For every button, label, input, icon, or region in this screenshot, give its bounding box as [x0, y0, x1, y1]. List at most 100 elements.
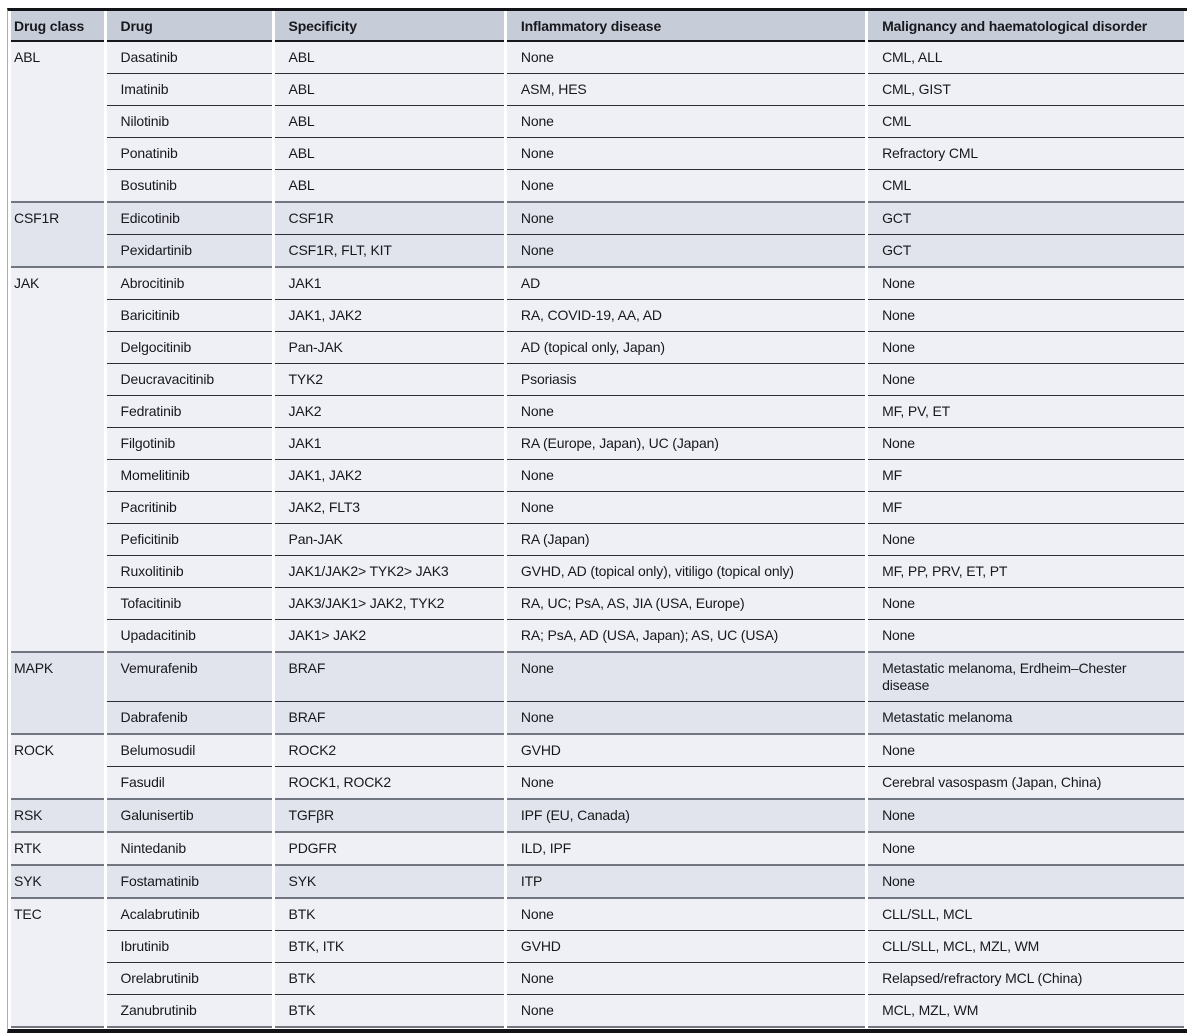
- table-row: Dabrafenib BRAF None Metastatic melanoma: [11, 702, 1184, 735]
- cell-drug: Pacritinib: [106, 492, 272, 524]
- cell-drug: Tofacitinib: [106, 588, 272, 620]
- table-row: JAK Abrocitinib JAK1 AD None: [11, 268, 1184, 653]
- cell-inflammatory-disease: None: [506, 767, 866, 800]
- cell-specificity: BRAF: [274, 702, 504, 735]
- cell-drug: Galunisertib: [106, 800, 272, 833]
- cell-inflammatory-disease: Psoriasis: [506, 364, 866, 396]
- cell-drug: Imatinib: [106, 74, 272, 106]
- table-row: Fasudil ROCK1, ROCK2 None Cerebral vasospas…: [11, 767, 1184, 800]
- table-row: Momelitinib JAK1, JAK2 None MF: [11, 460, 1184, 492]
- cell-malignancy: None: [868, 332, 1184, 364]
- cell-drug: Peficitinib: [106, 524, 272, 556]
- drug-table: Drug class Drug Specificity Inflammatory di…: [8, 11, 1187, 1028]
- cell-specificity: BTK: [274, 995, 504, 1028]
- cell-inflammatory-disease: GVHD: [506, 931, 866, 963]
- cell-inflammatory-disease: None: [506, 138, 866, 170]
- cell-specificity: BTK: [274, 899, 504, 931]
- cell-malignancy: GCT: [868, 235, 1184, 268]
- cell-malignancy: CML: [868, 106, 1184, 138]
- cell-drug: Ruxolitinib: [106, 556, 272, 588]
- column-header-specificity: Specificity: [274, 11, 504, 42]
- cell-inflammatory-disease: None: [506, 702, 866, 735]
- cell-drug: Ponatinib: [106, 138, 272, 170]
- cell-inflammatory-disease: RA (Japan): [506, 524, 866, 556]
- cell-specificity: JAK1> JAK2: [274, 620, 504, 653]
- table-row: Ruxolitinib JAK1/JAK2> TYK2> JAK3 GVHD, AD…: [11, 556, 1184, 588]
- cell-drug: Vemurafenib: [106, 653, 272, 702]
- cell-specificity: BTK, ITK: [274, 931, 504, 963]
- table-row: ROCK Belumosudil ROCK2 GVHD None: [11, 735, 1184, 800]
- cell-malignancy: None: [868, 735, 1184, 767]
- cell-inflammatory-disease: None: [506, 963, 866, 995]
- cell-drug: Ibrutinib: [106, 931, 272, 963]
- drug-table-body: ABL Dasatinib ABL None CML, ALL Imatinib ABL AS…: [11, 42, 1184, 1028]
- header-row: Drug class Drug Specificity Inflammatory di…: [11, 11, 1184, 42]
- cell-drug-class: RTK: [11, 833, 104, 866]
- column-header-inflammatory-disease: Inflammatory disease: [506, 11, 866, 42]
- cell-specificity: ROCK2: [274, 735, 504, 767]
- table-row: Ponatinib ABL None Refractory CML: [11, 138, 1184, 170]
- cell-malignancy: MF, PV, ET: [868, 396, 1184, 428]
- cell-specificity: ABL: [274, 74, 504, 106]
- cell-inflammatory-disease: RA; PsA, AD (USA, Japan); AS, UC (USA): [506, 620, 866, 653]
- cell-specificity: JAK1, JAK2: [274, 300, 504, 332]
- column-header-drug: Drug: [106, 11, 272, 42]
- table-row: MAPK Vemurafenib BRAF None Metastatic melano…: [11, 653, 1184, 735]
- cell-drug-class: MAPK: [11, 653, 104, 735]
- cell-inflammatory-disease: RA, COVID-19, AA, AD: [506, 300, 866, 332]
- cell-inflammatory-disease: None: [506, 492, 866, 524]
- table-row: Tofacitinib JAK3/JAK1> JAK2, TYK2 RA, UC; …: [11, 588, 1184, 620]
- cell-drug-class: TEC: [11, 899, 104, 1028]
- cell-malignancy: None: [868, 428, 1184, 460]
- cell-malignancy: Relapsed/refractory MCL (China): [868, 963, 1184, 995]
- cell-drug: Delgocitinib: [106, 332, 272, 364]
- cell-drug: Dabrafenib: [106, 702, 272, 735]
- cell-drug: Pexidartinib: [106, 235, 272, 268]
- cell-drug-class: ROCK: [11, 735, 104, 800]
- cell-drug: Nilotinib: [106, 106, 272, 138]
- cell-specificity: JAK2, FLT3: [274, 492, 504, 524]
- cell-specificity: TGFβR: [274, 800, 504, 833]
- table-row: Deucravacitinib TYK2 Psoriasis None: [11, 364, 1184, 396]
- cell-malignancy: CLL/SLL, MCL: [868, 899, 1184, 931]
- table-row: ABL Dasatinib ABL None CML, ALL: [11, 42, 1184, 203]
- cell-inflammatory-disease: IPF (EU, Canada): [506, 800, 866, 833]
- cell-drug-class: RSK: [11, 800, 104, 833]
- cell-specificity: TYK2: [274, 364, 504, 396]
- cell-drug: Filgotinib: [106, 428, 272, 460]
- cell-inflammatory-disease: RA (Europe, Japan), UC (Japan): [506, 428, 866, 460]
- cell-drug: Fasudil: [106, 767, 272, 800]
- table-row: Nilotinib ABL None CML: [11, 106, 1184, 138]
- cell-malignancy: None: [868, 866, 1184, 899]
- cell-drug: Edicotinib: [106, 203, 272, 235]
- column-header-malignancy-and-haematological-disorder: Malignancy and haematological disorder: [868, 11, 1184, 42]
- cell-inflammatory-disease: None: [506, 42, 866, 74]
- cell-specificity: JAK1/JAK2> TYK2> JAK3: [274, 556, 504, 588]
- cell-specificity: JAK3/JAK1> JAK2, TYK2: [274, 588, 504, 620]
- cell-inflammatory-disease: GVHD: [506, 735, 866, 767]
- table-row: Fedratinib JAK2 None MF, PV, ET: [11, 396, 1184, 428]
- cell-inflammatory-disease: None: [506, 460, 866, 492]
- cell-specificity: JAK2: [274, 396, 504, 428]
- cell-specificity: ROCK1, ROCK2: [274, 767, 504, 800]
- cell-specificity: PDGFR: [274, 833, 504, 866]
- cell-inflammatory-disease: None: [506, 235, 866, 268]
- table-row: Pexidartinib CSF1R, FLT, KIT None GCT: [11, 235, 1184, 268]
- cell-specificity: BTK: [274, 963, 504, 995]
- cell-malignancy: CML, GIST: [868, 74, 1184, 106]
- cell-malignancy: MF, PP, PRV, ET, PT: [868, 556, 1184, 588]
- cell-drug: Nintedanib: [106, 833, 272, 866]
- cell-malignancy: Cerebral vasospasm (Japan, China): [868, 767, 1184, 800]
- cell-drug: Bosutinib: [106, 170, 272, 203]
- table-row: Zanubrutinib BTK None MCL, MZL, WM: [11, 995, 1184, 1028]
- cell-inflammatory-disease: AD (topical only, Japan): [506, 332, 866, 364]
- cell-specificity: JAK1: [274, 428, 504, 460]
- cell-malignancy: CML: [868, 170, 1184, 203]
- cell-inflammatory-disease: None: [506, 899, 866, 931]
- cell-specificity: JAK1: [274, 268, 504, 300]
- cell-malignancy: MF: [868, 460, 1184, 492]
- table-row: Bosutinib ABL None CML: [11, 170, 1184, 203]
- cell-drug-class: SYK: [11, 866, 104, 899]
- cell-drug: Abrocitinib: [106, 268, 272, 300]
- cell-malignancy: None: [868, 620, 1184, 653]
